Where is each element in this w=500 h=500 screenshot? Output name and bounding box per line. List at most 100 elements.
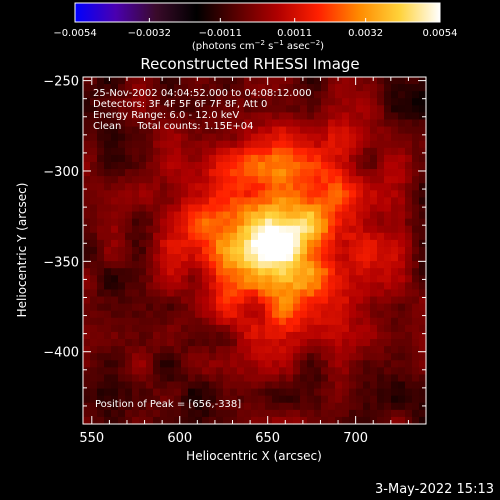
heatmap-cell (132, 324, 140, 333)
heatmap-cell (258, 331, 266, 340)
heatmap-cell (384, 176, 392, 184)
heatmap-cell (167, 98, 175, 106)
heatmap-cell (258, 317, 266, 326)
heatmap-cell (349, 416, 357, 425)
heatmap-cell (286, 140, 294, 149)
heatmap-cell (342, 360, 350, 368)
heatmap-cell (370, 77, 378, 85)
heatmap-cell (398, 409, 406, 418)
heatmap-cell (153, 84, 161, 92)
heatmap-cell (188, 367, 196, 376)
heatmap-cell (391, 282, 399, 291)
heatmap-cell (230, 147, 238, 156)
heatmap-cell (293, 161, 301, 170)
heatmap-cell (356, 218, 364, 227)
heatmap-cell (202, 232, 210, 241)
heatmap-cell (188, 374, 196, 383)
heatmap-cell (300, 339, 308, 347)
heatmap-cell (146, 232, 154, 241)
heatmap-cell (174, 331, 182, 340)
heatmap-cell (412, 225, 420, 234)
heatmap-cell (104, 119, 112, 128)
heatmap-cell (118, 84, 126, 92)
heatmap-cell (377, 112, 385, 121)
heatmap-cell (300, 282, 308, 291)
heatmap-cell (216, 169, 224, 177)
heatmap-cell (244, 331, 252, 340)
heatmap-cell (181, 374, 189, 383)
heatmap-cell (251, 119, 259, 128)
heatmap-cell (118, 98, 126, 106)
heatmap-cell (300, 303, 308, 312)
heatmap-cell (279, 296, 287, 305)
heatmap-cell (223, 112, 231, 121)
heatmap-cell (195, 190, 203, 198)
heatmap-cell (174, 197, 182, 206)
heatmap-cell (104, 374, 112, 383)
heatmap-cell (412, 388, 420, 397)
heatmap-cell (349, 303, 357, 312)
heatmap-cell (251, 84, 259, 92)
heatmap-cell (258, 147, 266, 156)
heatmap-cell (83, 388, 91, 397)
heatmap-cell (146, 225, 154, 234)
heatmap-cell (188, 105, 196, 114)
heatmap-cell (139, 317, 147, 326)
heatmap-cell (153, 119, 161, 128)
heatmap-cell (356, 254, 364, 262)
heatmap-cell (265, 91, 273, 99)
heatmap-cell (216, 183, 224, 191)
heatmap-cell (111, 353, 119, 361)
heatmap-cell (181, 303, 189, 312)
heatmap-cell (356, 324, 364, 333)
heatmap-cell (223, 218, 231, 227)
heatmap-cell (111, 197, 119, 206)
heatmap-cell (188, 346, 196, 354)
heatmap-cell (307, 232, 315, 241)
heatmap-cell (363, 98, 371, 106)
heatmap-cell (223, 91, 231, 99)
heatmap-cell (328, 204, 336, 213)
colorbar-tick-label: −0.0032 (128, 28, 171, 39)
heatmap-cell (202, 133, 210, 142)
heatmap-cell (307, 84, 315, 92)
heatmap-cell (300, 77, 308, 85)
heatmap-cell (209, 218, 217, 227)
heatmap-cell (132, 254, 140, 262)
heatmap-cell (216, 296, 224, 305)
heatmap-cell (118, 282, 126, 291)
heatmap-cell (237, 119, 245, 128)
heatmap-cell (272, 183, 280, 191)
heatmap-cell (251, 98, 259, 106)
heatmap-cell (321, 395, 329, 404)
heatmap-cell (195, 140, 203, 149)
annotation-time: 25-Nov-2002 04:04:52.000 to 04:08:12.000 (93, 88, 312, 99)
heatmap-cell (160, 161, 168, 170)
heatmap-cell (125, 140, 133, 149)
heatmap-cell (342, 367, 350, 376)
heatmap-cell (293, 147, 301, 156)
heatmap-cell (314, 154, 322, 163)
heatmap-cell (160, 353, 168, 361)
heatmap-cell (97, 133, 105, 142)
heatmap-cell (356, 232, 364, 241)
heatmap-cell (272, 254, 280, 262)
heatmap-cell (412, 296, 420, 305)
heatmap-cell (125, 197, 133, 206)
heatmap-cell (300, 91, 308, 99)
heatmap-cell (181, 246, 189, 255)
heatmap-cell (174, 289, 182, 298)
heatmap-cell (104, 211, 112, 220)
heatmap-cell (321, 105, 329, 114)
heatmap-cell (244, 133, 252, 142)
heatmap-cell (398, 119, 406, 128)
heatmap-cell (314, 275, 322, 283)
heatmap-cell (251, 147, 259, 156)
heatmap-cell (209, 112, 217, 121)
heatmap-cell (307, 169, 315, 177)
heatmap-cell (118, 169, 126, 177)
heatmap-cell (160, 176, 168, 184)
heatmap-cell (223, 147, 231, 156)
heatmap-cell (293, 360, 301, 368)
heatmap-cell (251, 225, 259, 234)
